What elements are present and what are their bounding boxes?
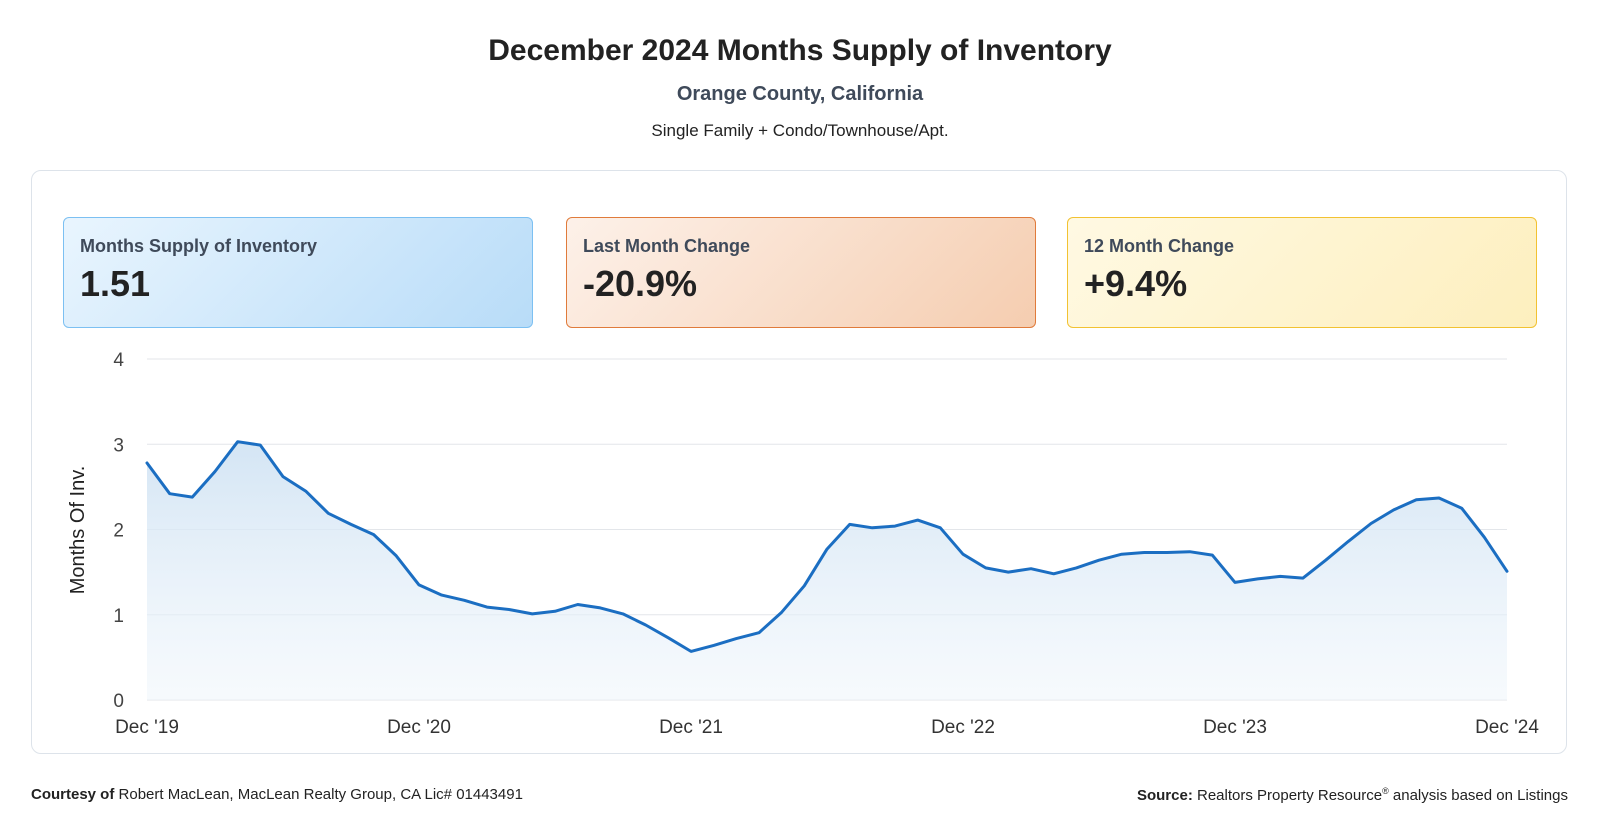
source-text: Realtors Property Resource (1197, 787, 1383, 804)
y-tick-label: 4 (113, 350, 124, 371)
page-subtitle: Orange County, California (676, 83, 924, 105)
source-text-end: analysis based on Listings (1388, 787, 1568, 804)
kpi-value: 1.51 (80, 263, 151, 304)
series-line-group (145, 440, 1509, 653)
registered-mark: ® (1382, 786, 1389, 796)
y-tick-label: 0 (113, 691, 124, 712)
x-tick-label: Dec '19 (115, 717, 179, 738)
x-tick-label: Dec '23 (1203, 717, 1267, 738)
x-tick-label: Dec '21 (659, 717, 723, 738)
kpi-label: Last Month Change (583, 236, 750, 256)
x-tick-label: Dec '20 (387, 717, 451, 738)
page-description: Single Family + Condo/Townhouse/Apt. (651, 121, 949, 140)
kpi-card-12-month-change: 12 Month Change +9.4% (1067, 217, 1537, 328)
kpi-value: +9.4% (1084, 263, 1188, 304)
y-tick-label: 2 (113, 521, 124, 542)
y-axis-label: Months Of Inv. (67, 466, 89, 595)
courtesy-label: Courtesy of (31, 786, 115, 803)
page-title: December 2024 Months Supply of Inventory (488, 34, 1112, 67)
kpi-value: -20.9% (583, 263, 698, 304)
kpi-label: 12 Month Change (1084, 236, 1235, 256)
series-line (145, 440, 1509, 653)
x-tick-label: Dec '22 (931, 717, 995, 738)
area-fill (147, 441, 1507, 700)
footer-courtesy: Courtesy of Robert MacLean, MacLean Real… (31, 786, 523, 803)
x-tick-label: Dec '24 (1475, 717, 1539, 738)
y-tick-label: 1 (113, 606, 124, 627)
series-area (147, 441, 1507, 700)
courtesy-text: Robert MacLean, MacLean Realty Group, CA… (118, 786, 523, 803)
kpi-card-months-supply: Months Supply of Inventory 1.51 (63, 217, 533, 328)
kpi-card-last-month-change: Last Month Change -20.9% (566, 217, 1036, 328)
y-tick-label: 3 (113, 435, 124, 456)
kpi-label: Months Supply of Inventory (80, 236, 317, 256)
footer-source: Source: Realtors Property Resource® anal… (1137, 786, 1568, 804)
source-label: Source: (1136, 787, 1193, 804)
y-axis: 0 1 2 3 4 (113, 350, 124, 712)
x-axis: Dec '19 Dec '20 Dec '21 Dec '22 Dec '23 Dec '… (115, 717, 1539, 738)
